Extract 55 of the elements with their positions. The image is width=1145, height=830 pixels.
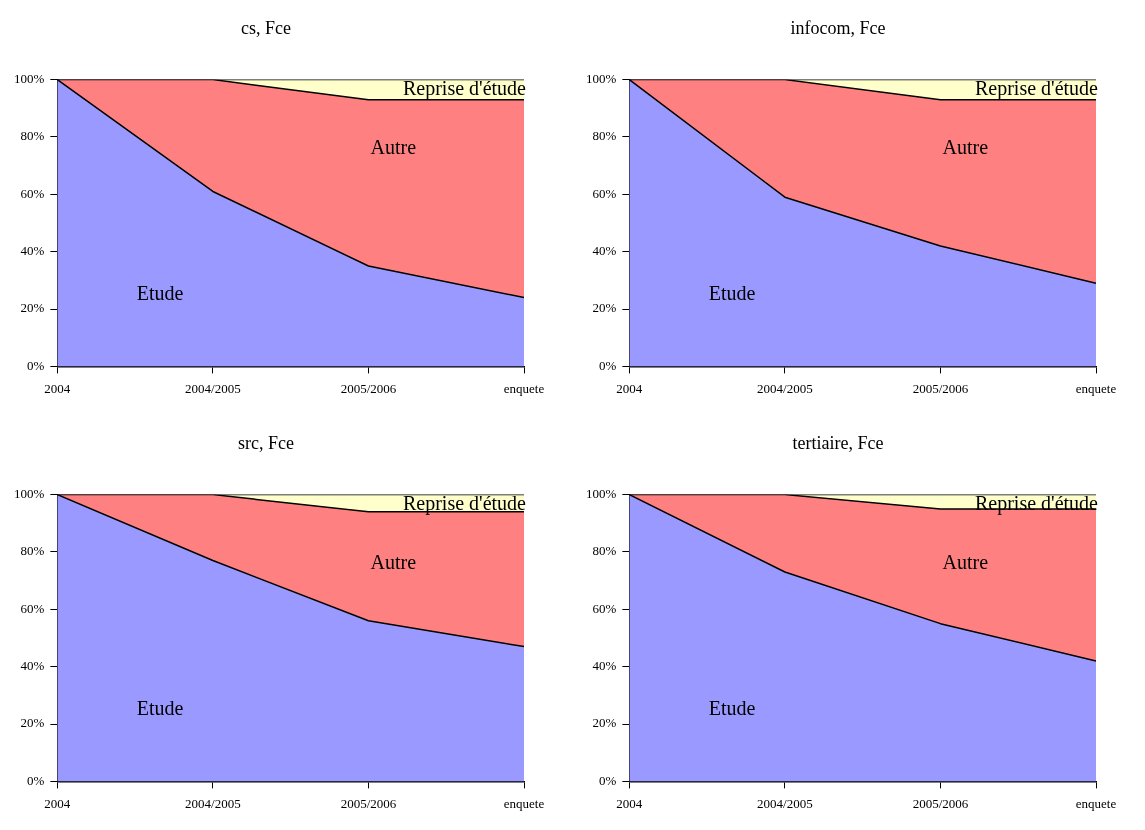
x-tick-label: 2004 bbox=[616, 380, 643, 396]
x-tick-label: enquete bbox=[503, 795, 545, 811]
x-tick-label: 2005/2006 bbox=[340, 380, 397, 396]
y-tick-label: 100% bbox=[585, 486, 617, 502]
x-tick-label: 2004/2005 bbox=[757, 380, 813, 396]
y-tick-label: 60% bbox=[20, 185, 45, 201]
x-tick-label: 2004 bbox=[616, 795, 643, 811]
y-tick-label: 0% bbox=[26, 772, 45, 788]
series-label: Etude bbox=[136, 281, 184, 304]
y-tick-label: 20% bbox=[592, 715, 617, 731]
y-tick-label: 20% bbox=[20, 300, 45, 316]
x-tick-label: 2004 bbox=[44, 795, 71, 811]
y-tick-label: 20% bbox=[592, 300, 617, 316]
y-tick-label: 80% bbox=[592, 128, 617, 144]
y-tick-label: 60% bbox=[592, 600, 617, 616]
y-tick-label: 100% bbox=[13, 71, 45, 87]
y-tick-label: 60% bbox=[592, 185, 617, 201]
y-tick-label: 0% bbox=[598, 772, 617, 788]
chart-title: src, Fce bbox=[238, 432, 294, 453]
y-tick-label: 80% bbox=[20, 543, 45, 559]
y-tick-label: 60% bbox=[20, 600, 45, 616]
x-tick-label: 2004 bbox=[44, 380, 71, 396]
x-tick-label: 2004/2005 bbox=[185, 795, 241, 811]
series-label: Autre bbox=[942, 135, 989, 158]
chart-title: tertiaire, Fce bbox=[792, 432, 884, 453]
chart-title: cs, Fce bbox=[241, 17, 291, 38]
y-tick-label: 100% bbox=[585, 71, 617, 87]
chart-title: infocom, Fce bbox=[790, 17, 886, 38]
y-tick-label: 0% bbox=[26, 357, 45, 373]
y-tick-label: 100% bbox=[13, 486, 45, 502]
series-label: Etude bbox=[708, 696, 756, 719]
series-label: Reprise d'étude bbox=[402, 491, 527, 515]
x-tick-label: enquete bbox=[1075, 380, 1117, 396]
x-tick-label: enquete bbox=[503, 380, 545, 396]
x-tick-label: 2004/2005 bbox=[185, 380, 241, 396]
series-label: Autre bbox=[370, 550, 417, 573]
y-tick-label: 40% bbox=[20, 658, 45, 674]
y-tick-label: 80% bbox=[20, 128, 45, 144]
series-label: Autre bbox=[942, 550, 989, 573]
y-tick-label: 40% bbox=[20, 243, 45, 259]
y-tick-label: 20% bbox=[20, 715, 45, 731]
x-tick-label: 2005/2006 bbox=[912, 380, 969, 396]
y-tick-label: 40% bbox=[592, 243, 617, 259]
series-label: Reprise d'étude bbox=[974, 76, 1099, 100]
series-label: Etude bbox=[136, 696, 184, 719]
series-label: Etude bbox=[708, 281, 756, 304]
x-tick-label: 2005/2006 bbox=[340, 795, 397, 811]
x-tick-label: 2005/2006 bbox=[912, 795, 969, 811]
series-label: Autre bbox=[370, 135, 417, 158]
y-tick-label: 0% bbox=[598, 357, 617, 373]
y-tick-label: 80% bbox=[592, 543, 617, 559]
x-tick-label: 2004/2005 bbox=[757, 795, 813, 811]
x-tick-label: enquete bbox=[1075, 795, 1117, 811]
y-tick-label: 40% bbox=[592, 658, 617, 674]
series-label: Reprise d'étude bbox=[402, 76, 527, 100]
